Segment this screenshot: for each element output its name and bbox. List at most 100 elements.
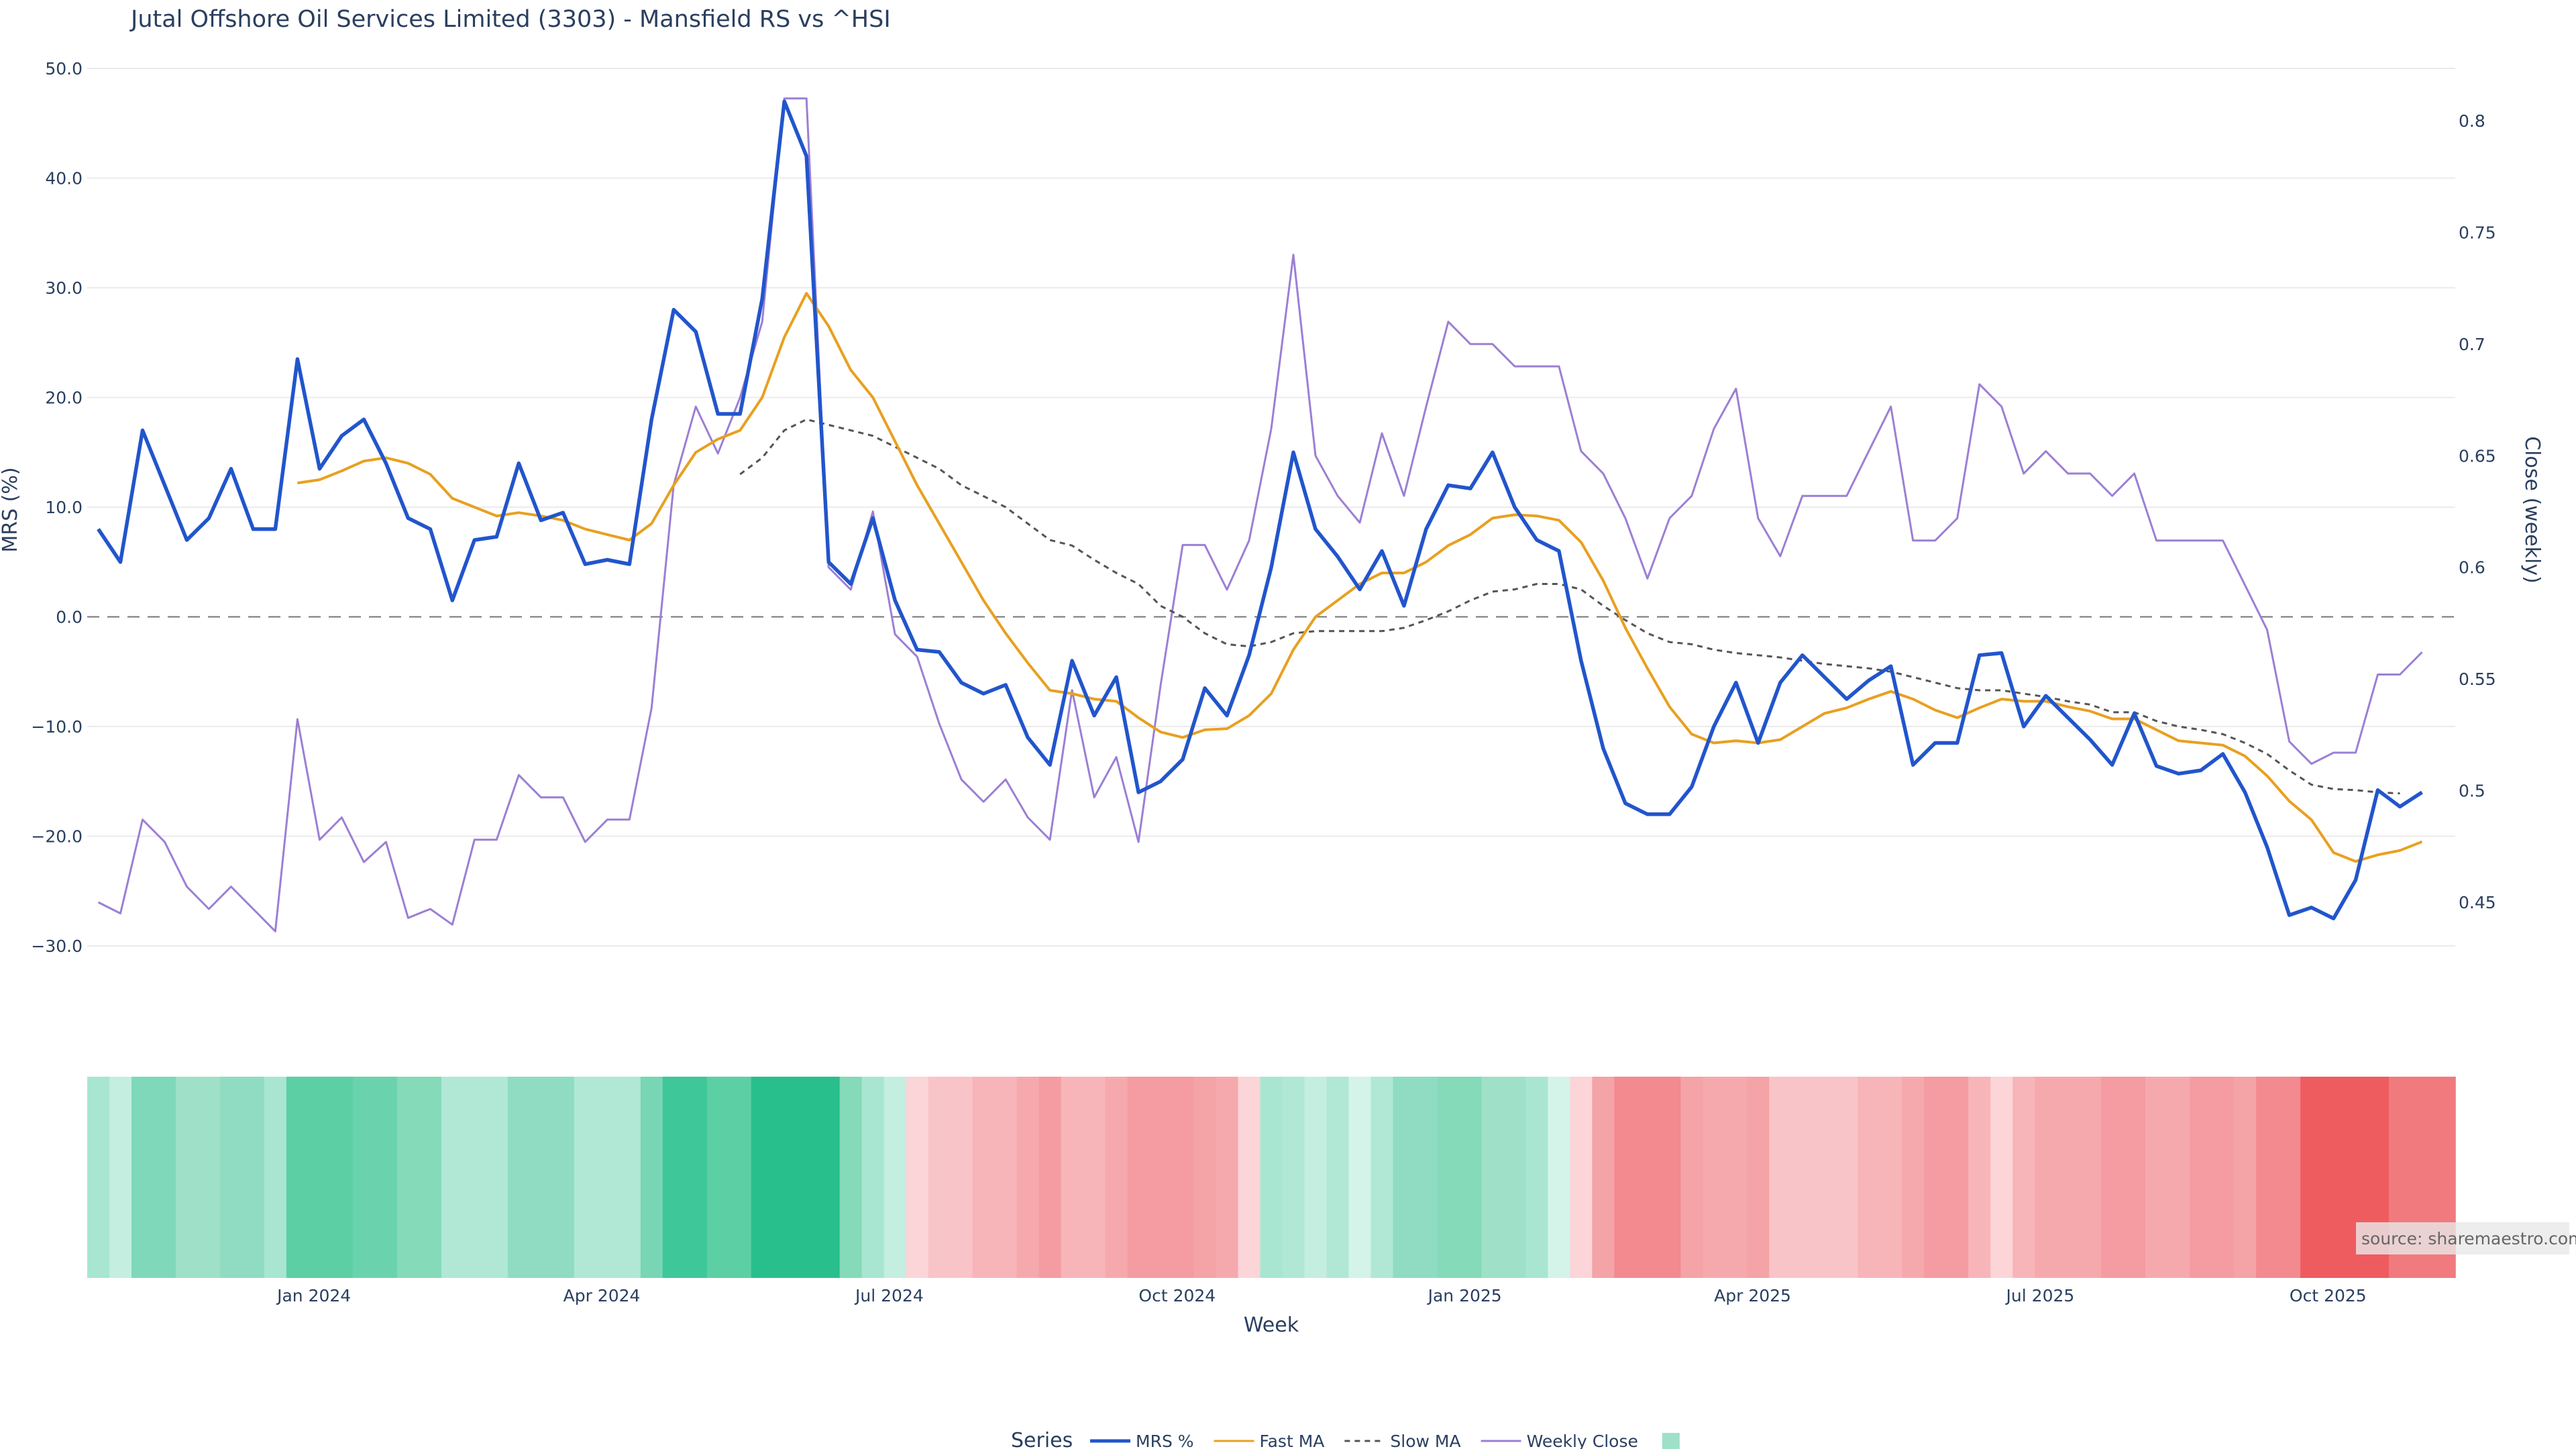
x-tick-label: Apr 2024 xyxy=(564,1286,641,1305)
heatmap-cell xyxy=(264,1077,287,1278)
heatmap-cell xyxy=(1968,1077,1991,1278)
x-tick-label: Jul 2025 xyxy=(2005,1286,2075,1305)
heatmap-cell xyxy=(1525,1077,1549,1278)
heatmap-cell xyxy=(1282,1077,1305,1278)
heatmap-cell xyxy=(2057,1077,2080,1278)
heatmap-cell xyxy=(1703,1077,1726,1278)
x-axis-title: Week xyxy=(1244,1313,1299,1337)
y-tick-label: −30.0 xyxy=(31,936,83,956)
heatmap-cell xyxy=(861,1077,885,1278)
heatmap-cell xyxy=(1725,1077,1748,1278)
heatmap-cell xyxy=(839,1077,863,1278)
x-tick-label: Jan 2025 xyxy=(1427,1286,1502,1305)
legend-swatch-heatmap xyxy=(1662,1433,1680,1449)
heatmap-cell xyxy=(2300,1077,2323,1278)
heatmap-cell xyxy=(1193,1077,1217,1278)
y-tick-label: 30.0 xyxy=(45,278,83,298)
heatmap-cell xyxy=(2234,1077,2257,1278)
legend-label: Fast MA xyxy=(1260,1432,1325,1449)
y2-tick-label: 0.45 xyxy=(2459,893,2496,912)
heatmap-cell xyxy=(2101,1077,2124,1278)
heatmap-cell xyxy=(972,1077,996,1278)
y2-tick-label: 0.7 xyxy=(2459,335,2485,354)
y2-tick-label: 0.75 xyxy=(2459,223,2496,242)
heatmap-cell xyxy=(463,1077,486,1278)
y-axis-ticks: 50.0 40.0 30.0 20.0 10.0 0.0 −10.0 −20.0 −30.0 xyxy=(31,59,83,956)
y2-tick-label: 0.6 xyxy=(2459,558,2485,578)
chart-title: Jutal Offshore Oil Services Limited (330… xyxy=(129,6,891,33)
series-layer xyxy=(97,97,2423,932)
x-tick-label: Oct 2024 xyxy=(1138,1286,1216,1305)
heatmap-cell xyxy=(1835,1077,1859,1278)
heatmap-cell xyxy=(1105,1077,1128,1278)
heatmap-cell xyxy=(485,1077,508,1278)
x-tick-label: Jul 2024 xyxy=(854,1286,924,1305)
heatmap-cell xyxy=(1260,1077,1283,1278)
y2-axis-ticks: 0.8 0.75 0.7 0.65 0.6 0.55 0.5 0.45 xyxy=(2459,111,2496,912)
heatmap-cell xyxy=(795,1077,818,1278)
y-tick-label: 40.0 xyxy=(45,169,83,189)
heatmap-cell xyxy=(1216,1077,1239,1278)
heatmap-cell xyxy=(1813,1077,1837,1278)
y-tick-label: 50.0 xyxy=(45,59,83,78)
heatmap-cell xyxy=(2322,1077,2345,1278)
legend: Series MRS % Fast MA Slow MA Weekly Close xyxy=(1011,1429,1680,1449)
heatmap-cell xyxy=(751,1077,774,1278)
heatmap-cell xyxy=(1924,1077,1947,1278)
heatmap-cell xyxy=(2035,1077,2057,1278)
y2-axis-title: Close (weekly) xyxy=(2520,436,2544,584)
heatmap-cell xyxy=(1636,1077,1660,1278)
heatmap-cell xyxy=(2145,1077,2168,1278)
heatmap-strip xyxy=(87,1077,2456,1278)
y-tick-label: −10.0 xyxy=(31,717,83,737)
heatmap-cell xyxy=(396,1077,420,1278)
heatmap-cell xyxy=(1791,1077,1815,1278)
heatmap-cell xyxy=(2190,1077,2212,1278)
heatmap-cell xyxy=(1902,1077,1925,1278)
heatmap-cell xyxy=(2256,1077,2279,1278)
heatmap-cell xyxy=(928,1077,951,1278)
heatmap-cell xyxy=(1016,1077,1040,1278)
heatmap-cell xyxy=(994,1077,1018,1278)
heatmap-cell xyxy=(2123,1077,2146,1278)
heatmap-cell xyxy=(551,1077,575,1278)
heatmap-cell xyxy=(1570,1077,1593,1278)
legend-label: Slow MA xyxy=(1390,1432,1460,1449)
heatmap-cell xyxy=(950,1077,973,1278)
heatmap-cell xyxy=(596,1077,619,1278)
source-annotation: source: sharemaestro.com xyxy=(2356,1222,2576,1254)
heatmap-cell xyxy=(374,1077,398,1278)
heatmap-cell xyxy=(1946,1077,1969,1278)
heatmap-cell xyxy=(1326,1077,1350,1278)
heatmap-cell xyxy=(507,1077,531,1278)
heatmap-cell xyxy=(1680,1077,1704,1278)
heatmap-cell xyxy=(308,1077,331,1278)
grid-layer xyxy=(87,68,2455,947)
heatmap-cell xyxy=(131,1077,154,1278)
heatmap-cell xyxy=(1348,1077,1372,1278)
heatmap-cell xyxy=(906,1077,929,1278)
heatmap-cell xyxy=(1371,1077,1394,1278)
heatmap-cell xyxy=(574,1077,597,1278)
heatmap-cell xyxy=(2012,1077,2035,1278)
heatmap-cell xyxy=(1171,1077,1195,1278)
heatmap-cell xyxy=(109,1077,132,1278)
heatmap-cell xyxy=(640,1077,663,1278)
heatmap-cell xyxy=(729,1077,752,1278)
y-tick-label: 20.0 xyxy=(45,388,83,408)
heatmap-cell xyxy=(1592,1077,1615,1278)
x-tick-label: Oct 2025 xyxy=(2290,1286,2367,1305)
y-tick-label: −20.0 xyxy=(31,827,83,847)
heatmap-cell xyxy=(1437,1077,1460,1278)
source-text: source: sharemaestro.com xyxy=(2361,1229,2576,1248)
y-axis-title: MRS (%) xyxy=(0,467,22,552)
x-tick-label: Apr 2025 xyxy=(1714,1286,1791,1305)
y2-tick-label: 0.65 xyxy=(2459,446,2496,466)
heatmap-cell xyxy=(1658,1077,1682,1278)
heatmap-cell xyxy=(817,1077,841,1278)
heatmap-cell xyxy=(1858,1077,1881,1278)
heatmap-cell xyxy=(352,1077,376,1278)
heatmap-cell xyxy=(241,1077,265,1278)
